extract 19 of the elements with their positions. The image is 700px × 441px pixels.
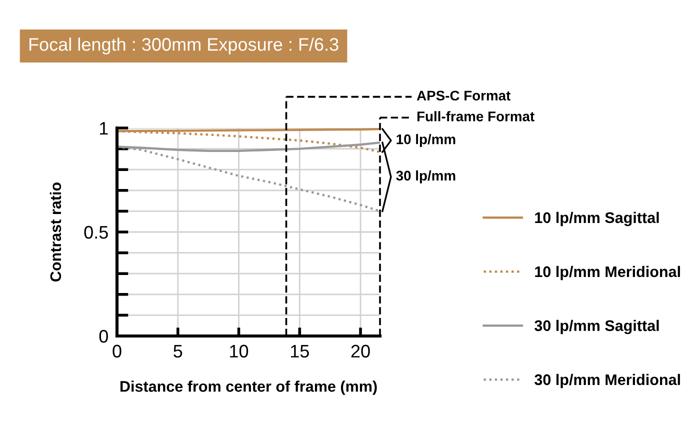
ref-line-label: Full-frame Format xyxy=(417,111,534,122)
text: 30 lp/mm xyxy=(396,170,456,184)
y-tick-label: 0.5 xyxy=(84,226,108,239)
x-axis-title: Distance from center of frame (mm) xyxy=(120,380,377,395)
legend-label: 10 lp/mm Sagittal xyxy=(535,212,659,226)
legend-label: 30 lp/mm Meridional xyxy=(534,374,680,388)
y-tick-label: 0 xyxy=(99,330,108,343)
ref-line-label: APS-C Format xyxy=(416,90,510,101)
x-tick-label: 10 xyxy=(230,344,248,358)
x-tick-label: 15 xyxy=(290,344,309,358)
x-tick-label: 5 xyxy=(174,344,182,358)
text: 10 lp/mm xyxy=(396,134,456,147)
y-tick-label: 1 xyxy=(100,122,108,135)
chart-title: Focal length : 300mm Exposure : F/6.3 xyxy=(29,38,338,54)
y-axis-title: Contrast ratio xyxy=(50,182,62,282)
legend-label: 30 lp/mm Sagittal xyxy=(534,320,659,334)
x-tick-label: 20 xyxy=(351,344,370,358)
legend-label: 10 lp/mm Meridional xyxy=(535,266,680,280)
x-tick-label: 0 xyxy=(112,344,122,358)
